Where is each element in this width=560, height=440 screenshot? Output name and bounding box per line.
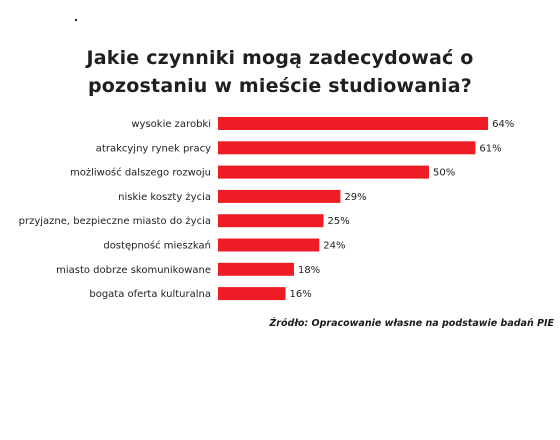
value-label: 16% xyxy=(290,289,312,300)
category-label: przyjazne, bezpieczne miasto do życia xyxy=(19,216,211,227)
bar xyxy=(218,189,341,203)
value-label: 61% xyxy=(479,143,501,154)
value-label: 64% xyxy=(492,119,514,130)
bar xyxy=(218,141,476,155)
category-label: miasto dobrze skomunikowane xyxy=(56,265,211,276)
category-label: niskie koszty życia xyxy=(118,192,211,203)
bar xyxy=(218,165,429,179)
value-label: 29% xyxy=(344,192,366,203)
value-label: 50% xyxy=(433,168,455,179)
source-note: Źródło: Opracowanie własne na podstawie … xyxy=(269,318,554,329)
chart-title-line-2: pozostaniu w mieście studiowania? xyxy=(87,75,473,97)
bar xyxy=(218,238,320,252)
value-label: 18% xyxy=(298,265,320,276)
value-label: 24% xyxy=(323,241,345,252)
chart-title-line-1: Jakie czynniki mogą zadecydować o xyxy=(86,47,474,69)
category-label: dostępność mieszkań xyxy=(103,240,211,252)
category-label: możliwość dalszego rozwoju xyxy=(70,167,211,179)
category-label: wysokie zarobki xyxy=(131,119,211,130)
value-label: 25% xyxy=(328,216,350,227)
bar xyxy=(218,117,489,130)
stray-dot xyxy=(75,19,77,21)
bar xyxy=(218,262,294,276)
bar xyxy=(218,287,286,301)
category-label: bogata oferta kulturalna xyxy=(89,289,211,300)
chart-title: Jakie czynniki mogą zadecydować o pozost… xyxy=(0,44,560,100)
category-label: atrakcyjny rynek pracy xyxy=(96,143,211,154)
bar xyxy=(218,214,324,228)
